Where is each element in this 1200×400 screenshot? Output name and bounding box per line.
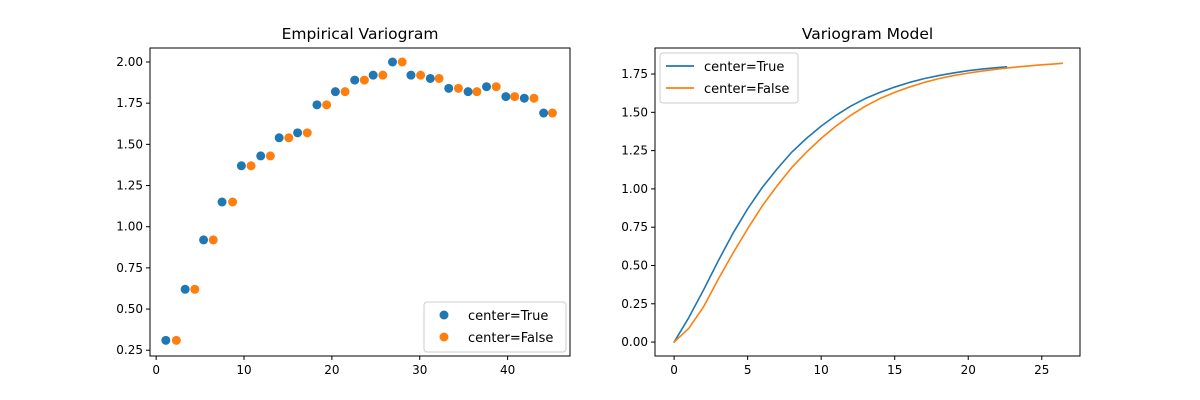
data-point [190,284,200,294]
legend-label: center=False [704,82,789,97]
data-point [256,151,266,161]
data-point [359,75,369,85]
series-line [673,66,1008,343]
empirical-plot: Empirical Variogram 0 10 20 30 40 0.25 0.50 0.75… [116,25,571,377]
x-tick-label: 0 [152,363,160,377]
y-tick-label: 1.00 [621,182,648,196]
y-tick-label: 1.25 [621,144,648,158]
data-point [246,161,256,171]
y-tick-label: 1.00 [116,220,143,234]
data-point [161,335,171,345]
y-tick-label: 0.25 [116,343,143,357]
data-point [293,128,303,138]
data-point [208,235,218,245]
x-tick-label: 20 [324,363,339,377]
data-point [463,87,473,97]
x-tick-label: 10 [814,363,829,377]
data-point [199,235,209,245]
empirical-title: Empirical Variogram [282,25,439,43]
legend-marker [439,332,449,342]
x-tick-label: 20 [961,363,976,377]
data-point [236,161,246,171]
data-point [302,128,312,138]
data-point [444,83,454,93]
data-point [397,57,407,67]
y-tick-label: 1.25 [116,179,143,193]
legend-box [659,52,799,104]
data-point [434,73,444,83]
x-tick-label: 30 [412,363,427,377]
y-tick-label: 1.50 [116,137,143,151]
y-tick-label: 1.50 [621,105,648,119]
legend-box [423,301,567,353]
data-point [529,93,539,103]
data-point [491,82,501,92]
data-point [217,197,227,207]
data-point [482,82,492,92]
legend-marker [439,310,449,320]
data-point [510,92,520,102]
model-series-1 [673,66,1008,343]
model-legend: center=True center=False [659,52,799,104]
data-point [368,70,378,80]
data-point [501,92,511,102]
data-point [472,87,482,97]
data-point [284,133,294,143]
data-point [312,100,322,110]
series-line [673,62,1064,343]
model-plot: Variogram Model 0 5 10 15 20 25 0.00 0.25 0.50 0.7… [621,25,1081,377]
x-tick-label: 5 [744,363,752,377]
model-axes-frame [654,47,1081,357]
legend-label: center=True [468,309,548,324]
y-tick-label: 2.00 [116,55,143,69]
empirical-legend: center=True center=False [423,301,567,353]
legend-label: center=True [704,60,784,75]
data-point [425,73,435,83]
y-tick-label: 0.25 [621,297,648,311]
y-tick-label: 0.75 [621,220,648,234]
model-series-2 [673,62,1064,343]
data-point [350,75,360,85]
data-point [180,284,190,294]
data-point [274,133,284,143]
x-tick-label: 10 [236,363,251,377]
y-tick-label: 0.50 [116,302,143,316]
data-point [322,100,332,110]
x-tick-label: 40 [500,363,515,377]
data-point [519,93,529,103]
x-tick-label: 25 [1034,363,1049,377]
data-point [547,108,557,118]
data-point [406,70,416,80]
x-tick-label: 15 [887,363,902,377]
empirical-axes-frame [149,47,571,357]
data-point [539,108,549,118]
data-point [228,197,238,207]
data-point [453,83,463,93]
data-point [416,70,426,80]
y-tick-label: 1.75 [621,67,648,81]
empirical-series-2 [171,57,557,345]
y-tick-label: 0.50 [621,258,648,272]
x-tick-label: 0 [670,363,678,377]
data-point [265,151,275,161]
y-tick-label: 0.75 [116,261,143,275]
data-point [388,57,398,67]
empirical-series-1 [161,57,549,345]
y-tick-label: 0.00 [621,335,648,349]
data-point [378,70,388,80]
data-point [171,335,181,345]
data-point [340,87,350,97]
model-title: Variogram Model [802,25,933,43]
y-tick-label: 1.75 [116,96,143,110]
legend-label: center=False [468,331,553,346]
data-point [330,87,340,97]
